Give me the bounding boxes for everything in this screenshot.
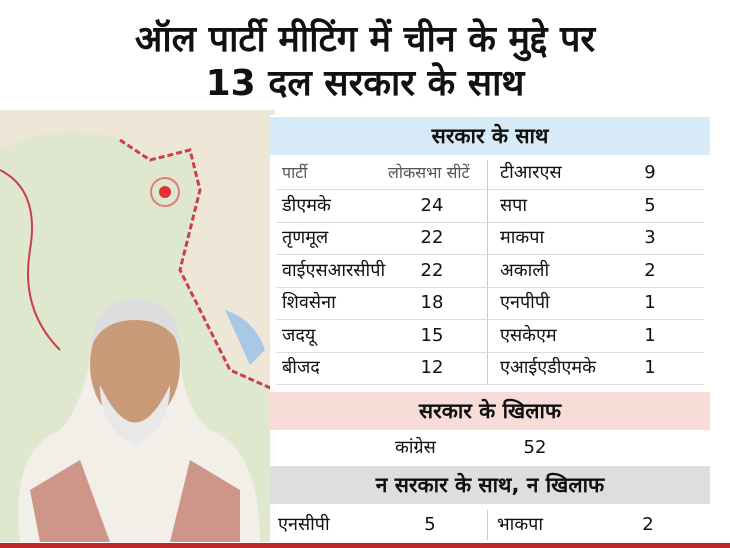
seats: 2 <box>644 259 656 281</box>
row-line <box>276 351 704 353</box>
party: डीएमके <box>282 194 331 216</box>
seats: 18 <box>420 292 444 313</box>
column-header: लोकसभा सीटें <box>388 163 470 182</box>
column-header: पार्टी <box>282 163 308 182</box>
party: एआईएडीएमके <box>500 357 596 378</box>
party: वाईएसआरसीपी <box>282 259 386 281</box>
seats: 24 <box>420 194 444 216</box>
map-photo-art <box>0 110 275 542</box>
section-heading: न सरकार के साथ, न खिलाफ <box>270 466 710 504</box>
party: कांग्रेस <box>395 437 436 458</box>
seats: 1 <box>644 324 656 346</box>
seats: 22 <box>420 227 444 248</box>
party: सपा <box>500 194 528 216</box>
party: भाकपा <box>497 514 544 535</box>
section-heading: सरकार के खिलाफ <box>270 392 710 430</box>
party: जदयू <box>282 324 316 346</box>
title-line: ऑल पार्टी मीटिंग में चीन के मुद्दे पर <box>134 19 596 60</box>
row-line <box>276 384 704 385</box>
party: एनपीपी <box>500 292 550 313</box>
party: एनसीपी <box>278 514 330 535</box>
party: अकाली <box>500 259 550 281</box>
seats: 2 <box>642 514 654 535</box>
seats: 3 <box>644 227 656 248</box>
seats: 15 <box>420 324 444 346</box>
party: शिवसेना <box>282 292 336 313</box>
seats: 1 <box>644 357 656 378</box>
row-line <box>276 221 704 223</box>
section-heading: सरकार के साथ <box>270 117 710 155</box>
party: एसकेएम <box>500 324 557 346</box>
party: माकपा <box>500 227 545 248</box>
seats: 52 <box>523 437 547 458</box>
seats: 5 <box>644 194 656 216</box>
seats: 12 <box>420 357 444 378</box>
party: टीआरएस <box>500 162 562 183</box>
row-line <box>276 189 704 190</box>
bottom-bar <box>0 543 730 548</box>
column-divider <box>487 510 488 540</box>
seats: 5 <box>424 514 436 535</box>
row-line <box>276 319 704 320</box>
party: बीजद <box>282 357 320 378</box>
seats: 1 <box>644 292 656 313</box>
column-divider <box>487 160 488 385</box>
row-line <box>276 254 704 255</box>
seats: 9 <box>644 162 656 183</box>
party: तृणमूल <box>282 227 329 248</box>
seats: 22 <box>420 259 444 281</box>
title-line: 13 दल सरकार के साथ <box>205 63 525 104</box>
row-line <box>276 286 704 288</box>
